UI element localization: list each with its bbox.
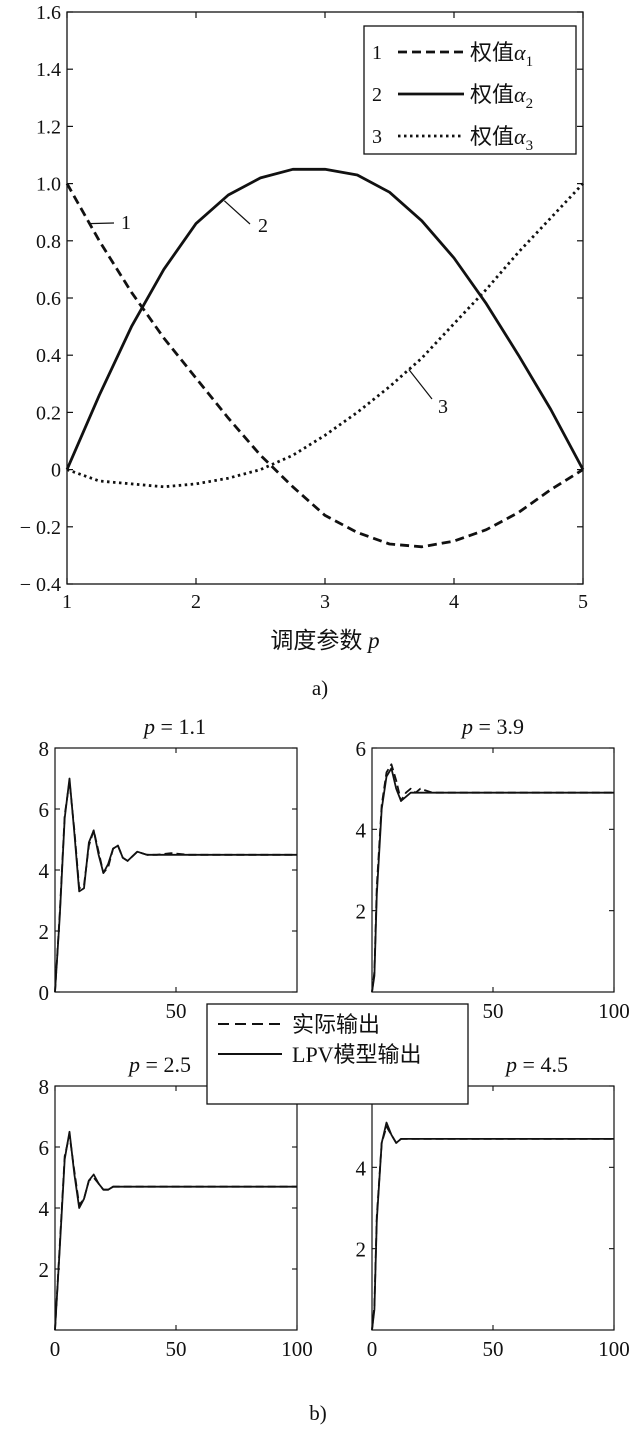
x-tick-label: 4 xyxy=(449,591,459,613)
legend-frame xyxy=(363,25,577,155)
x-tick-label: 1 xyxy=(62,591,72,613)
actual-output-line xyxy=(371,1125,614,1331)
series-3-line xyxy=(66,182,585,489)
subplot-frame xyxy=(54,747,298,993)
x-tick-label: 5 xyxy=(578,591,588,613)
series-2-tag: 2 xyxy=(258,215,268,237)
y-tick-label: 6 xyxy=(39,798,50,822)
lpv-output-line xyxy=(371,767,614,993)
y-tick-label: 6 xyxy=(39,1136,50,1160)
panel-b2: 6 4 2 50 100 p = 3.9 xyxy=(356,714,630,1023)
y-tick-label: 8 xyxy=(39,1075,50,1099)
x-tick-label: 0 xyxy=(50,1337,61,1361)
subplot-title: p = 1.1 xyxy=(142,714,206,739)
y-tick-label: − 0.4 xyxy=(20,574,61,596)
x-tick-label: 3 xyxy=(320,591,330,613)
lpv-output-line xyxy=(371,1121,614,1331)
legend-number: 2 xyxy=(372,84,382,106)
panel-label-b: b) xyxy=(309,1401,327,1425)
subplot-frame xyxy=(371,1085,615,1331)
y-tick-label: 4 xyxy=(356,818,367,842)
x-tick-label: 100 xyxy=(598,999,630,1023)
y-tick-label: 0 xyxy=(51,460,61,482)
y-tick-label: 0 xyxy=(39,981,50,1005)
x-tick-label: 50 xyxy=(166,999,187,1023)
y-tick-label: 6 xyxy=(356,737,367,761)
y-tick-label: − 0.2 xyxy=(20,517,61,539)
y-tick-label: 0.8 xyxy=(36,231,61,253)
panel-label-a: a) xyxy=(312,676,328,700)
actual-output-line xyxy=(54,1133,297,1331)
y-tick-label: 2 xyxy=(356,1238,367,1262)
series-3-tag: 3 xyxy=(438,396,448,418)
y-tick-label: 4 xyxy=(39,1197,50,1221)
y-tick-label: 8 xyxy=(39,737,50,761)
y-tick-label: 1.4 xyxy=(36,59,61,81)
y-tick-label: 2 xyxy=(39,920,50,944)
series-1-tag: 1 xyxy=(121,212,131,234)
actual-output-line xyxy=(371,763,614,993)
x-tick-label: 100 xyxy=(281,1337,313,1361)
y-tick-label: 1.6 xyxy=(36,2,61,24)
legend-b: 实际输出 LPV模型输出 xyxy=(206,1003,469,1105)
subplot-frame xyxy=(371,747,615,993)
lpv-output-line xyxy=(54,777,297,993)
subplot-title: p = 3.9 xyxy=(460,714,524,739)
subplot-title: p = 4.5 xyxy=(504,1052,568,1077)
lpv-output-line xyxy=(54,1130,297,1331)
x-tick-label: 2 xyxy=(191,591,201,613)
y-tick-label: 4 xyxy=(356,1156,367,1180)
y-tick-label: 1.0 xyxy=(36,174,61,196)
legend-label: 权值α1 xyxy=(470,40,533,70)
x-tick-label: 50 xyxy=(166,1337,187,1361)
series-3-leader xyxy=(408,369,433,400)
legend-a: 1 权值α1 2 权值α2 3 权值α3 xyxy=(363,25,577,155)
series-2-leader xyxy=(223,200,251,225)
panel-b1: 8 6 4 2 0 50 p = 1.1 xyxy=(39,714,298,1023)
legend-number: 1 xyxy=(372,42,382,64)
x-tick-label: 100 xyxy=(598,1337,630,1361)
y-tick-label: 4 xyxy=(39,859,50,883)
legend-label: 实际输出 xyxy=(292,1012,380,1037)
series-1-leader xyxy=(88,222,115,225)
actual-output-line xyxy=(54,780,297,993)
y-tick-label: 0.4 xyxy=(36,345,61,367)
panel-b3: 8 6 4 2 0 50 100 p = 2.5 xyxy=(39,1052,313,1361)
subplot-title: p = 2.5 xyxy=(127,1052,191,1077)
legend-label: 权值α2 xyxy=(470,82,533,112)
series-2-line xyxy=(65,167,585,471)
x-tick-label: 50 xyxy=(483,999,504,1023)
legend-number: 3 xyxy=(372,126,382,148)
x-axis-label: 调度参数 p xyxy=(270,628,379,653)
y-tick-label: 0.2 xyxy=(36,402,61,424)
x-tick-label: 0 xyxy=(367,1337,378,1361)
legend-label: 权值α3 xyxy=(470,124,533,154)
x-tick-label: 50 xyxy=(483,1337,504,1361)
y-tick-label: 1.2 xyxy=(36,116,61,138)
series-1-line xyxy=(65,182,584,549)
legend-label: LPV模型输出 xyxy=(292,1042,422,1067)
panel-a: 1.61.41.21.00.80.60.40.20− 0.2− 0.41 2 3 4 5… xyxy=(20,2,588,700)
subplot-frame xyxy=(54,1085,298,1331)
y-tick-label: 2 xyxy=(356,900,367,924)
y-tick-label: 2 xyxy=(39,1258,50,1282)
y-tick-label: 0.6 xyxy=(36,288,61,310)
